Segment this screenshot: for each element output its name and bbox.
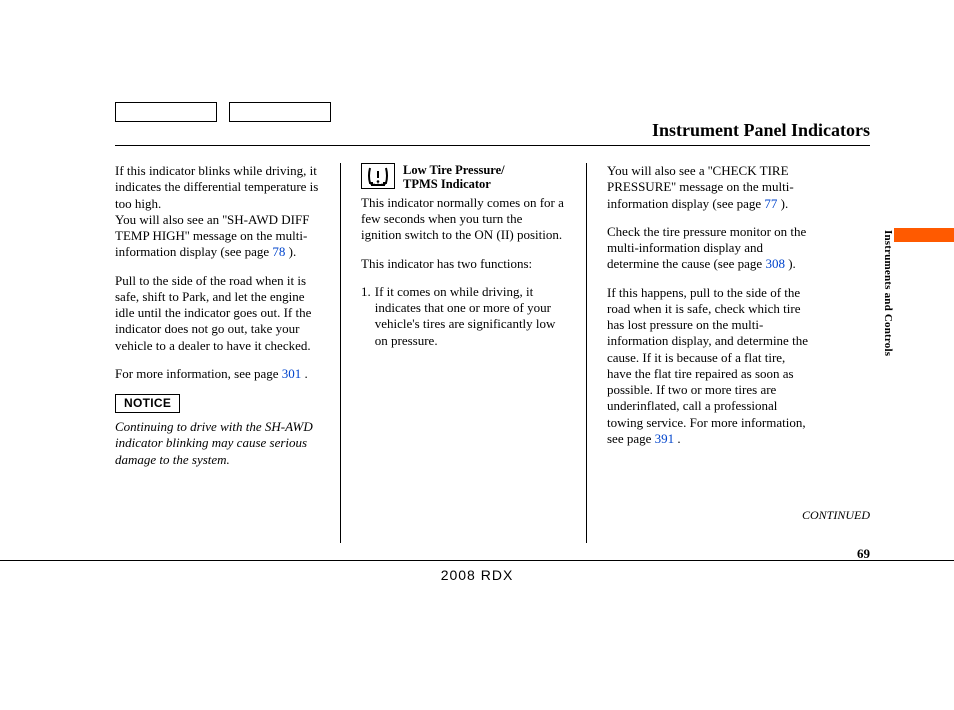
header-rule	[115, 145, 870, 146]
top-blank-boxes	[115, 102, 331, 122]
column-2: Low Tire Pressure/ TPMS Indicator This i…	[361, 163, 566, 543]
col3-para3: If this happens, pull to the side of the…	[607, 285, 812, 448]
col3-para2-text-b: ).	[788, 256, 796, 271]
continued-label: CONTINUED	[802, 508, 870, 523]
col1-para4: For more information, see page 301 .	[115, 366, 320, 382]
page-link-301[interactable]: 301	[282, 366, 302, 381]
col1-para4-text-b: .	[305, 366, 308, 381]
page-link-77[interactable]: 77	[764, 196, 777, 211]
col2-para2: This indicator has two functions:	[361, 256, 566, 272]
list-number-1: 1.	[361, 284, 371, 349]
manual-page: Instrument Panel Indicators If this indi…	[0, 0, 954, 710]
col2-para1: This indicator normally comes on for a f…	[361, 195, 566, 244]
tpms-label-line1: Low Tire Pressure/	[403, 163, 505, 177]
col3-para3-text-b: .	[677, 431, 680, 446]
column-divider-2	[586, 163, 587, 543]
page-link-78[interactable]: 78	[272, 244, 285, 259]
blank-box-2	[229, 102, 331, 122]
notice-text: Continuing to drive with the SH-AWD indi…	[115, 419, 320, 468]
column-1: If this indicator blinks while driving, …	[115, 163, 320, 543]
col1-para3: Pull to the side of the road when it is …	[115, 273, 320, 354]
section-tab-color	[894, 228, 954, 242]
section-tab-label: Instruments and Controls	[882, 230, 894, 356]
col3-para2: Check the tire pressure monitor on the m…	[607, 224, 812, 273]
col3-para3-text-a: If this happens, pull to the side of the…	[607, 285, 808, 446]
col1-para4-text-a: For more information, see page	[115, 366, 282, 381]
tpms-label-line2: TPMS Indicator	[403, 177, 491, 191]
content-columns: If this indicator blinks while driving, …	[115, 163, 812, 543]
tpms-icon	[361, 163, 395, 189]
col1-para2: You will also see an ''SH-AWD DIFF TEMP …	[115, 212, 320, 261]
page-title: Instrument Panel Indicators	[652, 120, 870, 141]
footer-model: 2008 RDX	[0, 560, 954, 583]
col1-para1: If this indicator blinks while driving, …	[115, 163, 320, 212]
tpms-header-row: Low Tire Pressure/ TPMS Indicator	[361, 163, 566, 192]
col1-para2-text-b: ).	[289, 244, 297, 259]
tpms-icon-label: Low Tire Pressure/ TPMS Indicator	[403, 163, 505, 192]
column-3: You will also see a ''CHECK TIRE PRESSUR…	[607, 163, 812, 543]
col3-para1: You will also see a ''CHECK TIRE PRESSUR…	[607, 163, 812, 212]
list-text-1: If it comes on while driving, it indicat…	[375, 284, 566, 349]
column-divider-1	[340, 163, 341, 543]
page-link-391[interactable]: 391	[655, 431, 675, 446]
notice-label-box: NOTICE	[115, 394, 180, 413]
blank-box-1	[115, 102, 217, 122]
page-link-308[interactable]: 308	[765, 256, 785, 271]
col3-para1-text-b: ).	[781, 196, 789, 211]
col2-list-item-1: 1. If it comes on while driving, it indi…	[361, 284, 566, 349]
